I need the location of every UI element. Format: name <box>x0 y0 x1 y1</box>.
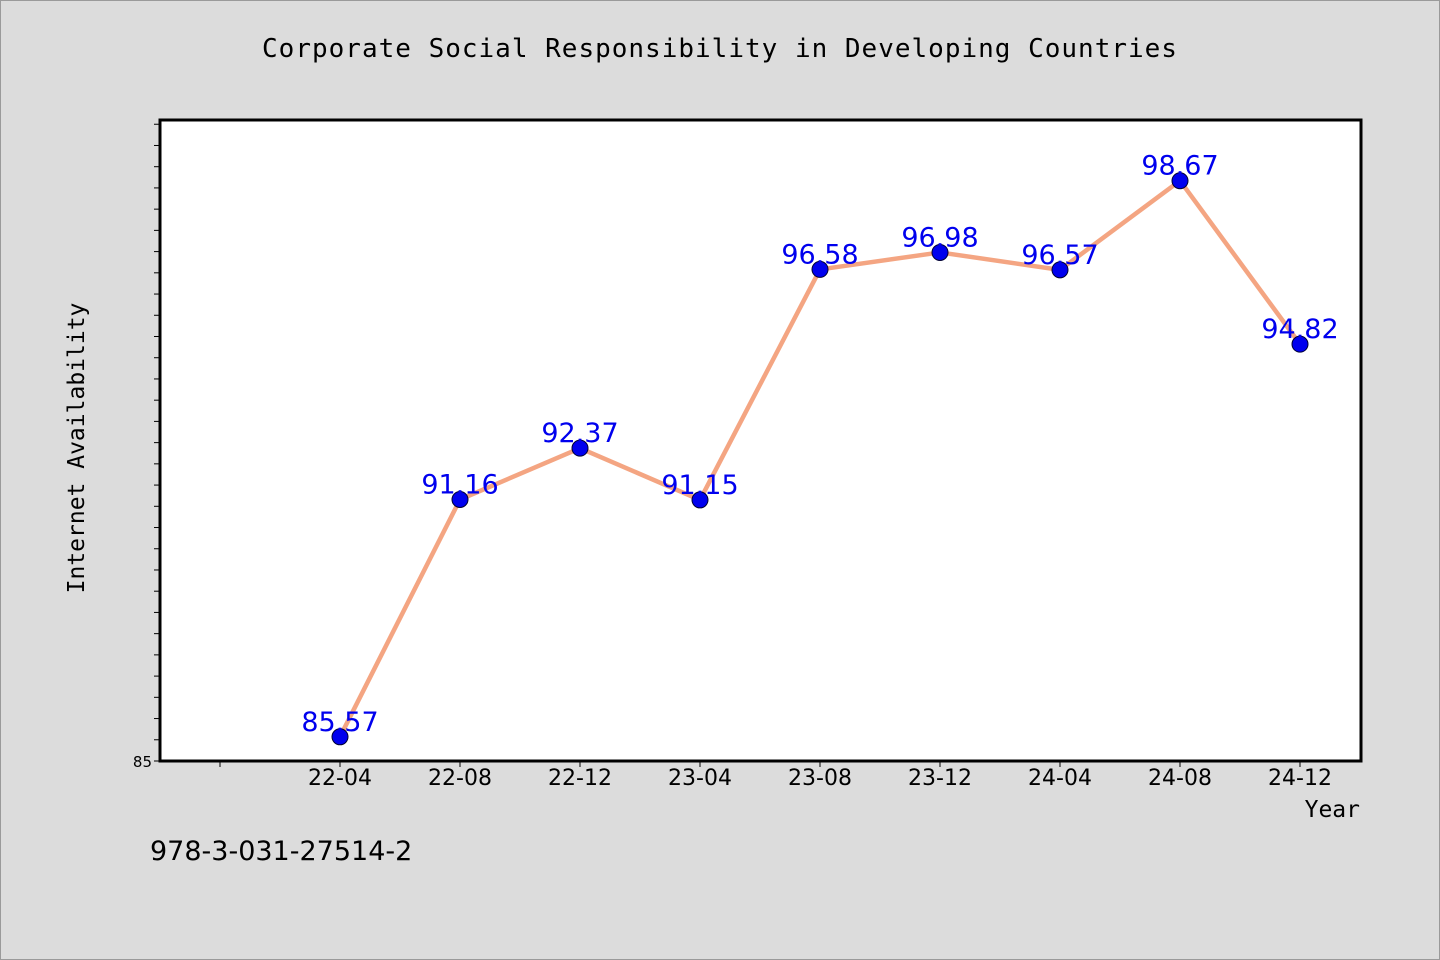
data-label: 96.98 <box>901 222 978 253</box>
x-tick-label: 23-08 <box>788 766 852 791</box>
x-tick-label: 22-08 <box>428 766 492 791</box>
x-tick-label: 22-12 <box>548 766 612 791</box>
y-axis-label: Internet Availability <box>64 303 90 594</box>
x-tick-label: 24-08 <box>1148 766 1212 791</box>
x-tick-label: 23-04 <box>668 766 732 791</box>
footer-code: 978-3-031-27514-2 <box>150 836 413 867</box>
data-point <box>811 260 829 278</box>
data-point <box>931 243 949 261</box>
data-label: 85.57 <box>301 707 378 738</box>
data-point <box>451 491 469 509</box>
data-point <box>571 439 589 457</box>
data-label: 98.67 <box>1141 151 1218 182</box>
y-tick-label: 85 <box>133 753 152 771</box>
data-point <box>331 728 349 746</box>
x-tick-label: 22-04 <box>308 766 372 791</box>
plot-area <box>158 118 1363 763</box>
data-point <box>691 491 709 509</box>
data-label: 91.15 <box>661 470 738 501</box>
data-point <box>1051 261 1069 279</box>
data-point <box>1291 335 1309 353</box>
x-tick-label: 24-12 <box>1268 766 1332 791</box>
x-tick-label: 24-04 <box>1028 766 1092 791</box>
data-label: 94.82 <box>1261 314 1338 345</box>
x-axis-label: Year <box>1305 797 1360 823</box>
chart-title: Corporate Social Responsibility in Devel… <box>262 34 1178 64</box>
data-label: 96.58 <box>781 239 858 270</box>
data-label: 91.16 <box>421 470 498 501</box>
data-label: 92.37 <box>541 418 618 449</box>
x-tick-label: 23-12 <box>908 766 972 791</box>
data-point <box>1171 172 1189 190</box>
data-label: 96.57 <box>1021 240 1098 271</box>
